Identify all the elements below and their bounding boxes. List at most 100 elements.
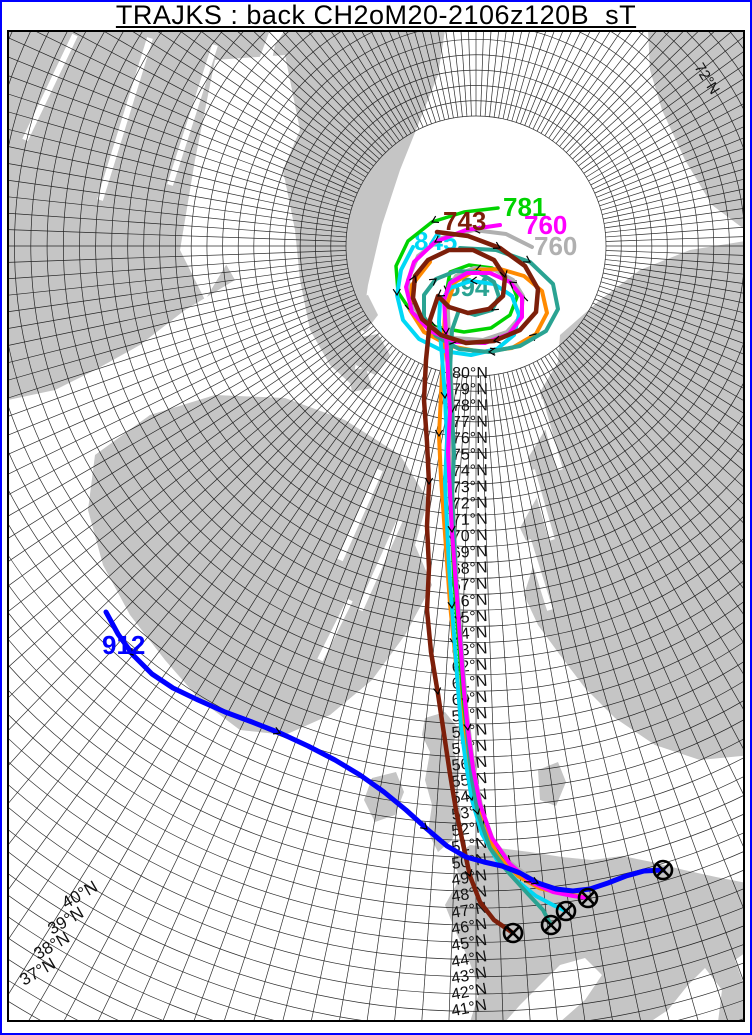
direction-tick: [424, 477, 434, 486]
direction-tick: [392, 288, 401, 297]
meridian-line: [162, 366, 428, 1021]
pressure-label-743: 743: [443, 206, 486, 236]
meridian-line: [498, 373, 614, 1021]
meridian-line: [70, 31, 362, 186]
meridian-line: [8, 356, 408, 996]
meridian-line: [566, 31, 685, 153]
meridian-line: [480, 375, 504, 1021]
endpoint-marker-694: [540, 914, 562, 936]
meridian-line: [599, 285, 744, 334]
coast-channel: [337, 468, 383, 562]
latitude-label: 78°N: [452, 397, 488, 414]
meridian-line: [515, 369, 729, 1021]
trajectory-743: [409, 229, 541, 936]
meridian-line: [8, 336, 383, 699]
meridian-line: [8, 329, 377, 640]
meridian-line: [598, 148, 744, 202]
meridian-line: [559, 345, 744, 566]
meridian-line: [575, 329, 744, 472]
endpoint-marker-760: [577, 887, 599, 909]
latitude-label: 44°N: [450, 948, 488, 971]
meridian-line: [8, 75, 354, 202]
meridian-line: [179, 31, 372, 170]
direction-tick: [509, 281, 518, 289]
land-denmark: [538, 762, 566, 806]
latitude-label: 42°N: [450, 981, 488, 1004]
direction-tick: [487, 347, 496, 356]
endpoint-marker-912: [652, 859, 674, 881]
meridian-line: [8, 332, 380, 668]
meridian-line: [8, 322, 372, 587]
meridian-line: [8, 128, 350, 215]
meridian-line: [572, 31, 716, 160]
meridian-line: [421, 375, 468, 1021]
meridian-line: [588, 310, 744, 402]
meridian-line: [594, 298, 744, 366]
direction-tick: [437, 289, 446, 297]
endpoint-marker-743: [502, 922, 524, 944]
meridian-line: [8, 268, 349, 329]
meridian-line: [193, 368, 432, 1021]
meridian-line: [528, 364, 744, 849]
meridian-line: [8, 163, 349, 224]
meridian-line: [580, 50, 744, 170]
land-svalbard-3: [348, 368, 372, 392]
meridian-line: [8, 254, 347, 280]
direction-tick: [464, 869, 473, 878]
meridian-line: [8, 179, 348, 229]
meridian-line: [599, 158, 744, 207]
meridian-line: [253, 370, 441, 1021]
meridian-line: [8, 277, 350, 364]
direction-tick: [428, 278, 437, 286]
meridian-line: [8, 212, 347, 238]
meridian-line: [575, 31, 733, 163]
meridian-line: [28, 358, 412, 1021]
latitude-label: 47°N: [450, 900, 488, 923]
direction-tick: [447, 601, 456, 610]
trajectory-743-line: [410, 229, 541, 936]
direction-tick: [447, 525, 456, 534]
meridian-line: [8, 353, 404, 941]
meridian-line: [524, 366, 744, 911]
meridian-line: [8, 339, 386, 732]
meridian-line: [502, 373, 642, 1021]
meridian-line: [572, 332, 744, 488]
meridian-line: [8, 146, 349, 220]
meridian-line: [8, 196, 347, 233]
meridian-line: [583, 64, 744, 174]
meridian-line: [223, 369, 437, 1021]
direction-tick: [463, 723, 472, 732]
latitude-label: 46°N: [450, 916, 488, 939]
endpoint-marker-845: [555, 900, 577, 922]
direction-tick: [434, 235, 443, 243]
meridian-line: [97, 362, 420, 1021]
direction-tick: [433, 687, 442, 696]
latitude-label: 45°N: [450, 932, 488, 955]
latitude-label: 74°N: [452, 462, 488, 480]
meridian-line: [8, 259, 347, 296]
meridian-line: [131, 31, 366, 178]
direction-tick: [434, 429, 444, 438]
landmasses: [8, 31, 744, 1021]
meridian-line: [594, 126, 744, 194]
meridian-line: [602, 277, 744, 314]
meridian-line: [596, 137, 744, 198]
meridian-line: [586, 78, 744, 178]
meridian-line: [562, 31, 671, 150]
direction-tick: [492, 335, 501, 344]
meridian-line: [493, 374, 586, 1021]
pressure-label-781: 781: [503, 192, 546, 222]
meridian-line: [8, 93, 353, 207]
meridian-line: [310, 373, 450, 1021]
trajectory-912: [103, 609, 666, 894]
meridian-line: [592, 114, 744, 190]
coast-channel: [525, 539, 553, 611]
direction-tick: [430, 215, 440, 224]
direction-tick: [272, 726, 282, 735]
meridian-line: [366, 374, 459, 1021]
meridian-line: [8, 350, 400, 891]
meridian-line: [267, 31, 386, 153]
latitude-label: 80°N: [452, 365, 488, 382]
meridian-line: [8, 306, 362, 496]
meridian-line: [8, 325, 374, 613]
